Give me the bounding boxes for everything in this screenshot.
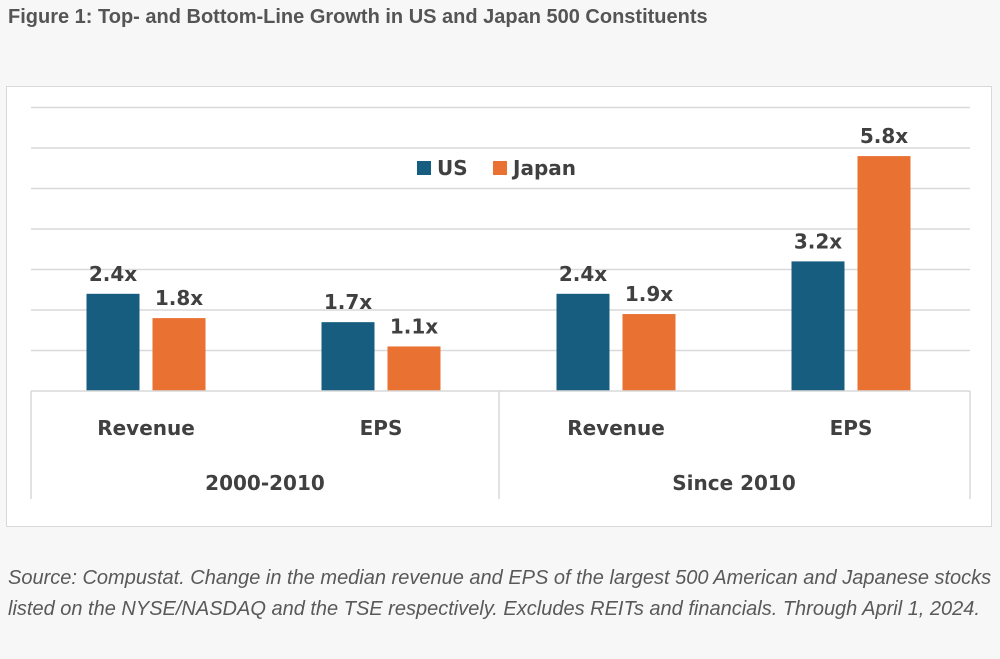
x-tick-label: EPS (360, 416, 403, 440)
x-group-label: 2000-2010 (205, 471, 325, 495)
bar-us-3 (791, 261, 845, 391)
bar-japan-1 (387, 346, 441, 391)
bar-us-1 (321, 322, 375, 391)
data-label: 5.8x (860, 124, 908, 148)
bar-us-0 (86, 293, 140, 391)
bar-chart: 2.4x 1.7x 2.4x 3.2x 1.8x 1.1x 1.9x 5.8x Revenue E… (30, 106, 971, 499)
legend-swatch-japan (493, 161, 507, 175)
x-tick-label: Revenue (567, 416, 665, 440)
data-label: 1.9x (625, 282, 673, 306)
source-note: Source: Compustat. Change in the median … (8, 567, 992, 620)
legend-label: Japan (511, 156, 576, 180)
x-tick-label: EPS (830, 416, 873, 440)
data-label: 1.1x (390, 314, 438, 338)
x-tick-label: Revenue (97, 416, 195, 440)
data-label: 3.2x (794, 229, 842, 253)
bar-japan-2 (622, 314, 676, 391)
legend-swatch-us (417, 161, 431, 175)
data-label: 1.7x (324, 290, 372, 314)
data-label: 2.4x (559, 262, 607, 286)
bar-japan-0 (152, 318, 206, 391)
bar-japan-3 (857, 156, 911, 391)
figure-title: Figure 1: Top- and Bottom-Line Growth in… (8, 6, 708, 28)
data-label: 2.4x (89, 262, 137, 286)
bar-us-2 (556, 293, 610, 391)
data-label: 1.8x (155, 286, 203, 310)
chart-area: 2.4x 1.7x 2.4x 3.2x 1.8x 1.1x 1.9x 5.8x Revenue E… (6, 86, 992, 527)
x-group-label: Since 2010 (672, 471, 796, 495)
legend-label: US (437, 156, 468, 180)
